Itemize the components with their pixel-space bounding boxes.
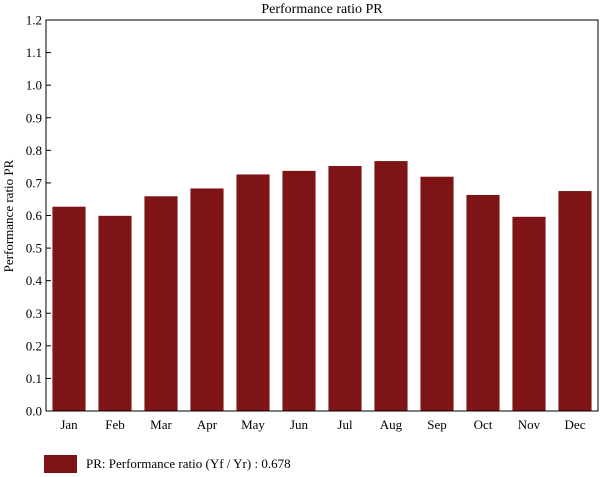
x-tick-label: Mar xyxy=(150,417,172,432)
x-tick-label: Jan xyxy=(60,417,78,432)
bar-jan xyxy=(52,206,86,411)
y-tick-label: 0.4 xyxy=(26,273,43,288)
y-tick-label: 1.2 xyxy=(26,13,42,28)
y-axis-label: Performance ratio PR xyxy=(1,159,16,272)
y-tick-label: 1.1 xyxy=(26,45,42,60)
bar-oct xyxy=(466,194,500,411)
y-tick-label: 0.6 xyxy=(26,208,43,223)
x-tick-label: Sep xyxy=(427,417,447,432)
bar-aug xyxy=(374,161,408,411)
legend: PR: Performance ratio (Yf / Yr) : 0.678 xyxy=(44,455,291,473)
x-tick-label: Dec xyxy=(565,417,586,432)
bar-dec xyxy=(558,191,592,411)
x-tick-label: Jul xyxy=(337,417,353,432)
bar-jun xyxy=(282,170,316,411)
y-tick-label: 0.0 xyxy=(26,404,42,419)
bar-sep xyxy=(420,176,454,411)
y-tick-label: 1.0 xyxy=(26,78,42,93)
bar-nov xyxy=(512,216,546,411)
bars xyxy=(52,161,592,411)
y-tick-label: 0.8 xyxy=(26,143,42,158)
y-tick-label: 0.1 xyxy=(26,371,42,386)
x-axis-ticks: Jan Feb Mar Apr May Jun Jul Aug Sep Oct Nov Dec xyxy=(60,417,585,432)
y-axis-ticks: 0.0 0.1 0.2 0.3 0.4 0.5 0.6 0.7 0.8 0.9 1.0 1.1 1.2 xyxy=(26,13,51,419)
bar-apr xyxy=(190,188,224,411)
plot-frame xyxy=(45,19,599,412)
x-tick-label: Feb xyxy=(105,417,125,432)
x-tick-label: Jun xyxy=(290,417,309,432)
y-tick-label: 0.9 xyxy=(26,110,42,125)
chart-title: Performance ratio PR xyxy=(261,2,383,17)
x-tick-label: May xyxy=(241,417,265,432)
bar-may xyxy=(236,174,270,411)
bar-mar xyxy=(144,196,178,411)
y-tick-label: 0.5 xyxy=(26,241,42,256)
x-tick-label: Nov xyxy=(518,417,541,432)
y-tick-label: 0.2 xyxy=(26,338,42,353)
y-tick-label: 0.7 xyxy=(26,175,43,190)
y-tick-label: 0.3 xyxy=(26,306,42,321)
bar-jul xyxy=(328,165,362,411)
x-tick-label: Aug xyxy=(380,417,403,432)
bar-feb xyxy=(98,215,132,411)
legend-label: PR: Performance ratio (Yf / Yr) : 0.678 xyxy=(86,456,291,471)
legend-swatch xyxy=(44,455,77,473)
x-tick-label: Apr xyxy=(197,417,218,432)
x-tick-label: Oct xyxy=(474,417,493,432)
